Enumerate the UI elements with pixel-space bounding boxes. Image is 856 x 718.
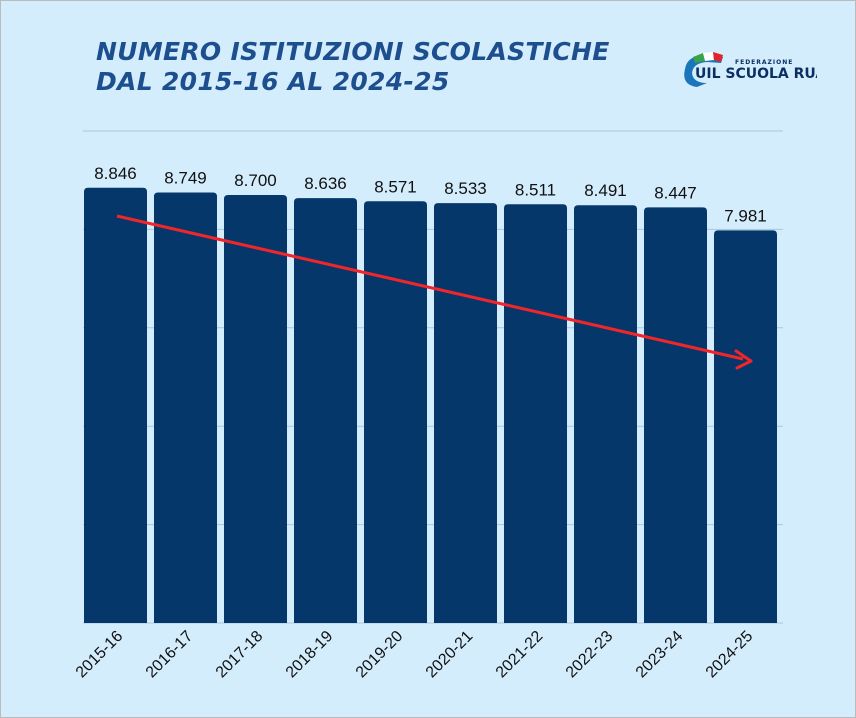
data-label: 8.533 (444, 179, 487, 198)
title-line-2: DAL 2015-16 AL 2024-25 (96, 67, 450, 96)
data-label: 8.700 (234, 171, 277, 190)
bar-2022-23 (574, 205, 637, 623)
data-label: 8.571 (374, 177, 417, 196)
bar-2018-19 (294, 198, 357, 623)
x-tick-label: 2023-24 (633, 628, 687, 682)
bar-2020-21 (434, 203, 497, 624)
data-label: 8.491 (584, 181, 627, 200)
data-label: 8.749 (164, 169, 207, 188)
data-label: 8.511 (515, 180, 556, 199)
x-tick-label: 2022-23 (563, 628, 617, 682)
data-label: 7.981 (724, 206, 767, 225)
x-tick-label: 2021-22 (493, 628, 547, 682)
data-label: 8.846 (94, 164, 137, 183)
chart-title: NUMERO ISTITUZIONI SCOLASTICHE DAL 2015-… (96, 37, 610, 97)
data-label: 8.447 (654, 183, 697, 202)
bar-2023-24 (644, 207, 707, 623)
x-tick-label: 2016-17 (143, 628, 197, 682)
uil-scuola-rua-logo: FEDERAZIONE UIL SCUOLA RUA (677, 47, 826, 89)
x-tick-label: 2019-20 (353, 628, 407, 682)
bar-2021-22 (504, 204, 567, 624)
arrow-head-icon (734, 349, 753, 370)
x-tick-label: 2018-19 (283, 628, 337, 682)
bar-2019-20 (364, 201, 427, 623)
x-tick-label: 2020-21 (423, 628, 477, 682)
x-tick-label: 2017-18 (213, 628, 267, 682)
x-tick-label: 2015-16 (73, 628, 127, 682)
trend-arrow (116, 214, 744, 361)
data-label: 8.636 (304, 174, 347, 193)
logo-federazione: FEDERAZIONE (735, 59, 793, 66)
title-line-1: NUMERO ISTITUZIONI SCOLASTICHE (96, 37, 610, 66)
bar-2016-17 (154, 192, 217, 623)
bar-2015-16 (84, 187, 147, 623)
logo-text: UIL SCUOLA RUA (695, 66, 817, 82)
bar-2017-18 (224, 194, 287, 623)
bar-2024-25 (714, 230, 777, 624)
x-tick-label: 2024-25 (703, 628, 757, 682)
